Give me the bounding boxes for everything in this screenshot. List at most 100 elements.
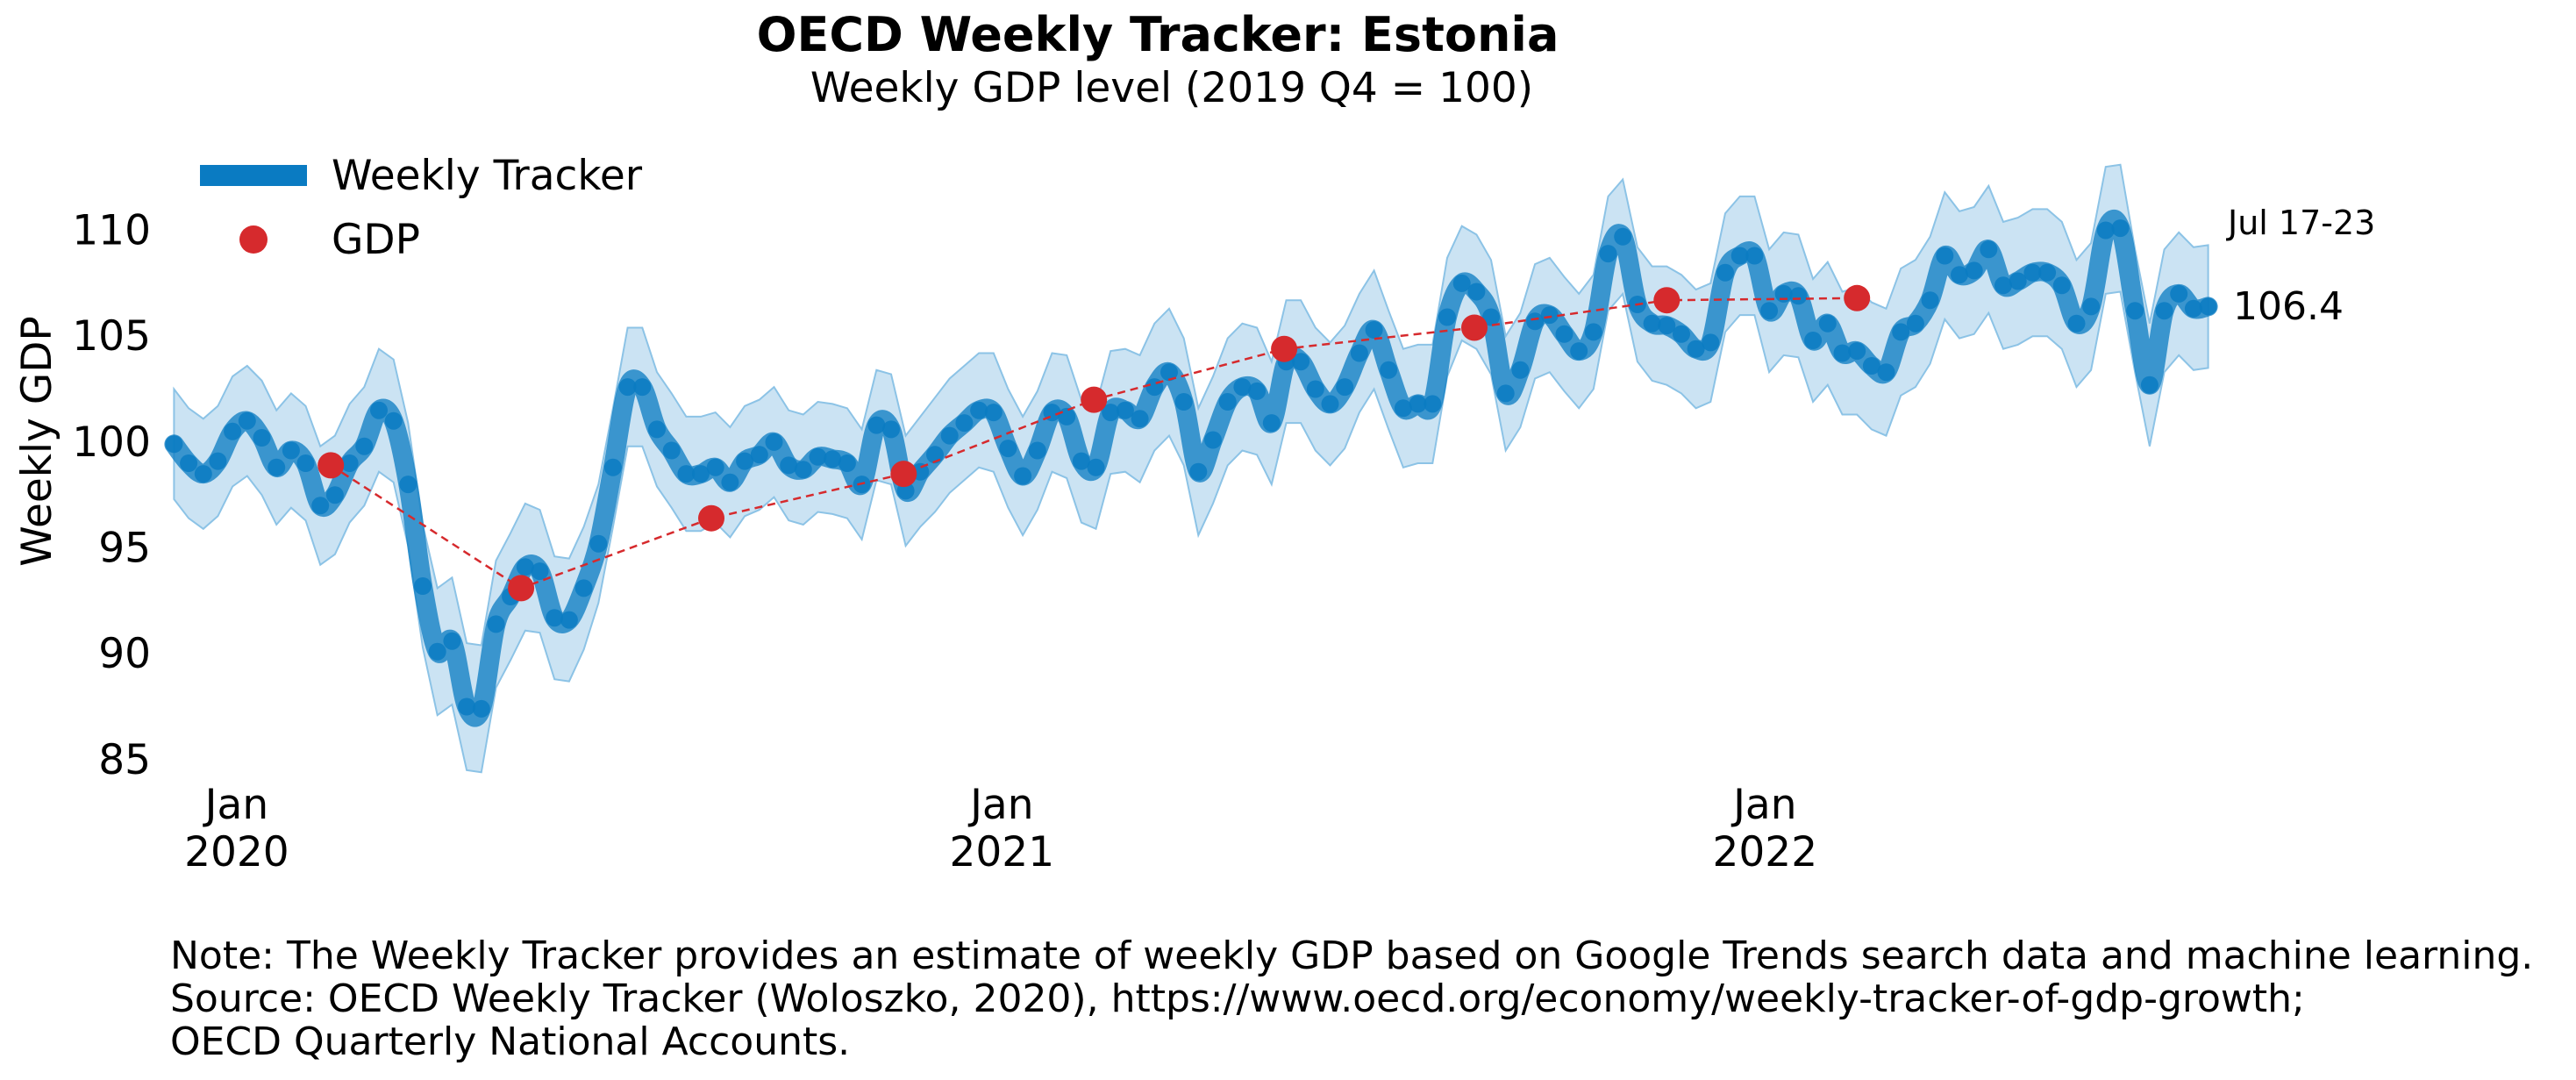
weekly-tracker-point (677, 465, 696, 483)
weekly-tracker-point (194, 465, 212, 483)
weekly-tracker-point (1306, 380, 1324, 398)
weekly-tracker-point (1424, 395, 1442, 413)
weekly-tracker-point (1072, 452, 1090, 470)
chart-title: OECD Weekly Tracker: Estonia (757, 7, 1559, 62)
weekly-tracker-point (1365, 321, 1383, 339)
footer-source-line-1: Source: OECD Weekly Tracker (Woloszko, 2… (170, 976, 2305, 1021)
y-tick-label: 90 (98, 630, 151, 678)
weekly-tracker-point (1394, 399, 1412, 418)
weekly-tracker-point (1862, 357, 1880, 375)
gdp-series (318, 284, 1871, 602)
weekly-tracker-point (1336, 378, 1354, 397)
weekly-tracker-point (1028, 441, 1046, 460)
weekly-tracker-point (1555, 325, 1573, 343)
weekly-tracker-point (472, 699, 490, 718)
weekly-tracker-point (2067, 314, 2086, 333)
gdp-point (1081, 386, 1108, 413)
weekly-tracker-point (414, 577, 432, 595)
gdp-point (508, 575, 535, 602)
weekly-tracker-point (765, 433, 783, 451)
weekly-tracker-point (970, 401, 988, 419)
weekly-tracker-point (1452, 274, 1471, 292)
weekly-tracker-point (882, 420, 900, 439)
weekly-tracker-point (1892, 323, 1910, 341)
weekly-tracker-point (1643, 314, 1661, 333)
weekly-tracker-point (1614, 227, 1632, 246)
weekly-tracker-point (1087, 458, 1105, 476)
weekly-tracker-point (1570, 342, 1588, 361)
weekly-tracker-point (1102, 404, 1120, 422)
weekly-tracker-point (2096, 221, 2115, 240)
weekly-tracker-point (2199, 297, 2217, 316)
weekly-tracker-point (2170, 284, 2188, 303)
weekly-tracker-point (706, 458, 724, 476)
weekly-tracker-point (2140, 375, 2159, 394)
weekly-tracker-point (736, 452, 754, 470)
weekly-tracker-point (180, 454, 198, 472)
footer-note: Note: The Weekly Tracker provides an est… (170, 933, 2533, 978)
weekly-tracker-point (1116, 401, 1134, 419)
weekly-tracker-point (867, 416, 886, 434)
weekly-tracker-point (370, 401, 388, 419)
weekly-tracker-point (1599, 245, 1617, 263)
y-tick-label: 95 (98, 525, 151, 573)
y-tick-label: 100 (72, 418, 151, 467)
weekly-tracker-point (1774, 284, 1793, 303)
weekly-tracker-point (1658, 317, 1676, 335)
weekly-tracker-point (1467, 283, 1486, 301)
gdp-point (1461, 314, 1488, 341)
weekly-tracker-point (1174, 393, 1193, 411)
weekly-tracker-point (253, 429, 271, 447)
weekly-tracker-point (1014, 467, 1032, 485)
weekly-tracker-point (1921, 291, 1939, 310)
weekly-tracker-point (838, 454, 856, 472)
gdp-point (1844, 284, 1871, 311)
weekly-tracker-point (443, 632, 461, 650)
weekly-tracker-point (268, 458, 286, 476)
weekly-tracker-point (1804, 332, 1823, 349)
weekly-tracker-point (1760, 302, 1779, 320)
weekly-tracker-point (399, 476, 417, 494)
weekly-tracker-point (1745, 247, 1764, 265)
x-tick-label-year: 2021 (949, 828, 1054, 876)
gdp-point (1271, 335, 1298, 362)
weekly-tracker-point (1965, 261, 1983, 280)
y-tick-label: 105 (72, 312, 151, 361)
weekly-tracker-point (662, 441, 681, 460)
weekly-tracker-point (224, 422, 242, 440)
weekly-tracker-point (1980, 240, 1998, 259)
weekly-tracker-point (1131, 410, 1149, 428)
weekly-tracker-point (2082, 297, 2101, 316)
legend-swatch-gdp (239, 225, 268, 254)
weekly-tracker-point (560, 611, 578, 629)
weekly-tracker-point (1584, 323, 1602, 341)
weekly-tracker-point (165, 435, 183, 454)
x-tick-label-year: 2020 (184, 828, 289, 876)
weekly-tracker-point (325, 486, 344, 504)
y-tick-label: 85 (98, 736, 151, 784)
weekly-tracker-point (721, 473, 739, 491)
weekly-tracker-point (1994, 276, 2012, 295)
weekly-tracker-point (516, 558, 534, 576)
last-period-label: Jul 17-23 (2226, 204, 2375, 242)
weekly-tracker-point (1438, 308, 1456, 326)
weekly-tracker-point (1189, 462, 1208, 481)
weekly-tracker-point (1482, 308, 1500, 326)
weekly-tracker-point (1511, 361, 1530, 379)
weekly-tracker-point (1833, 344, 1852, 362)
weekly-tracker-point (531, 562, 549, 581)
weekly-tracker-point (633, 378, 652, 397)
footer: Note: The Weekly Tracker provides an est… (170, 933, 2533, 1064)
weekly-tracker-point (1248, 382, 1267, 400)
gdp-point (318, 452, 345, 479)
weekly-tracker-point (296, 454, 315, 472)
weekly-tracker-point (603, 458, 622, 476)
weekly-tracker-point (355, 437, 374, 455)
weekly-tracker-point (1526, 312, 1545, 331)
x-tick-label-year: 2022 (1712, 828, 1817, 876)
weekly-tracker-point (1262, 414, 1281, 433)
y-tick-label: 110 (72, 207, 151, 255)
weekly-tracker-point (487, 615, 505, 633)
